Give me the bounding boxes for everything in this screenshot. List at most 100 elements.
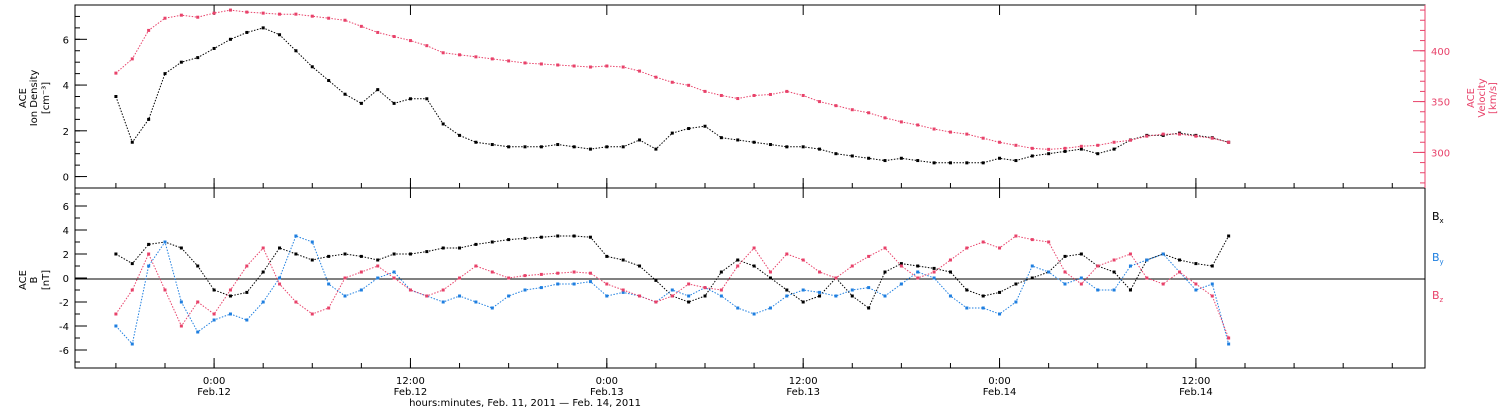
field-tick-label-1: -4: [59, 322, 69, 333]
bx-series-point-43: [818, 294, 822, 298]
velocity-series-point-27: [556, 63, 560, 67]
velocity-series-trace: [115, 9, 1229, 150]
bz-series-point-42: [801, 258, 805, 262]
velocity-series-point-23: [490, 57, 494, 61]
velocity-series-point-4: [179, 13, 183, 17]
density-series-point-43: [818, 147, 822, 151]
bx-series-point-46: [867, 306, 871, 310]
density-series-point-53: [981, 161, 985, 165]
by-series-point-62: [1128, 264, 1132, 268]
legend-bz: Bz: [1432, 289, 1444, 304]
velocity-series-point-41: [785, 89, 789, 93]
bz-series-point-18: [408, 288, 412, 292]
by-series-point-49: [916, 270, 920, 274]
by-series-point-26: [539, 286, 543, 290]
velocity-series-point-56: [1030, 146, 1034, 150]
bx-series: [114, 234, 1231, 310]
bx-series-point-61: [1112, 270, 1116, 274]
velocity-series-point-58: [1063, 146, 1067, 150]
field-tick-label-6: 6: [63, 202, 69, 213]
density-tick-label-0: 0: [63, 173, 69, 184]
density-series-point-41: [785, 145, 789, 149]
bx-series-point-15: [359, 254, 363, 258]
by-series-point-8: [245, 318, 249, 322]
bz-series-point-36: [703, 286, 707, 290]
velocity-series: [114, 8, 1231, 151]
field-tick-label-4: 2: [63, 250, 69, 261]
by-series-point-46: [867, 286, 871, 290]
bz-series-point-1: [130, 288, 134, 292]
bz-series-point-29: [588, 271, 592, 275]
time-tick-date-3: Feb.13: [786, 387, 820, 398]
bz-series-point-68: [1227, 336, 1231, 340]
velocity-series-point-21: [458, 53, 462, 57]
top-left-axis: 0 2 4 6: [63, 4, 87, 189]
bx-series-point-13: [327, 254, 331, 258]
density-series-point-14: [343, 92, 347, 96]
bz-series-point-27: [556, 271, 560, 275]
velocity-series-point-54: [998, 140, 1002, 144]
time-tick-label-2: 0:00: [596, 376, 618, 387]
top-right-axis: 300 350 400: [1413, 5, 1450, 188]
bz-series-point-25: [523, 274, 527, 278]
density-series-point-35: [687, 127, 691, 131]
density-series-point-28: [572, 145, 576, 149]
bz-series-point-67: [1210, 294, 1214, 298]
bx-series-point-30: [605, 254, 609, 258]
by-series-point-48: [899, 282, 903, 286]
density-series-point-60: [1096, 152, 1100, 156]
density-series-point-56: [1030, 154, 1034, 158]
density-series-point-8: [245, 30, 249, 34]
by-series: [114, 234, 1231, 346]
by-series-point-23: [490, 306, 494, 310]
bz-series-point-63: [1145, 276, 1149, 280]
density-series-point-37: [719, 136, 723, 140]
bz-series-point-43: [818, 270, 822, 274]
legend-by: By: [1432, 251, 1444, 266]
density-series-point-16: [376, 88, 380, 92]
density-series-point-61: [1112, 147, 1116, 151]
velocity-series-point-17: [392, 35, 396, 39]
velocity-series-point-0: [114, 71, 118, 75]
velocity-series-point-39: [752, 93, 756, 97]
bz-series-point-33: [654, 300, 658, 304]
density-tick-label-1: 2: [63, 127, 69, 138]
velocity-tick-label-0: 300: [1431, 148, 1450, 159]
bz-series: [114, 234, 1231, 340]
density-series-point-30: [605, 145, 609, 149]
density-tick-label-3: 6: [63, 35, 69, 46]
density-series-point-50: [932, 161, 936, 165]
by-series-point-44: [834, 294, 838, 298]
velocity-ylabel-line1: ACE: [1466, 88, 1477, 108]
density-series-point-58: [1063, 149, 1067, 153]
legend-by-sub: y: [1440, 258, 1444, 266]
bx-series-point-39: [752, 264, 756, 268]
velocity-series-point-34: [670, 80, 674, 84]
velocity-series-point-14: [343, 18, 347, 22]
by-series-point-16: [376, 276, 380, 280]
legend-bx-sub: x: [1440, 217, 1444, 225]
density-series-point-44: [834, 152, 838, 156]
velocity-series-point-64: [1161, 132, 1165, 136]
bz-series-point-64: [1161, 282, 1165, 286]
bx-series-point-51: [948, 270, 952, 274]
by-series-point-2: [147, 264, 151, 268]
velocity-ylabel-line2: Velocity: [1477, 78, 1488, 117]
legend-bx-name: B: [1432, 210, 1440, 223]
data-series: [114, 8, 1231, 346]
velocity-series-point-12: [310, 14, 314, 18]
velocity-series-point-25: [523, 61, 527, 65]
velocity-series-point-60: [1096, 143, 1100, 147]
velocity-series-point-6: [212, 11, 216, 15]
velocity-series-point-3: [163, 16, 167, 20]
by-series-point-51: [948, 294, 952, 298]
bz-series-point-47: [883, 246, 887, 250]
bx-series-point-53: [981, 294, 985, 298]
bx-series-point-47: [883, 270, 887, 274]
by-series-point-13: [327, 282, 331, 286]
bx-series-point-67: [1210, 264, 1214, 268]
bz-series-trace: [115, 235, 1230, 339]
density-series-point-2: [147, 117, 151, 121]
time-tick-date-4: Feb.14: [983, 387, 1017, 398]
